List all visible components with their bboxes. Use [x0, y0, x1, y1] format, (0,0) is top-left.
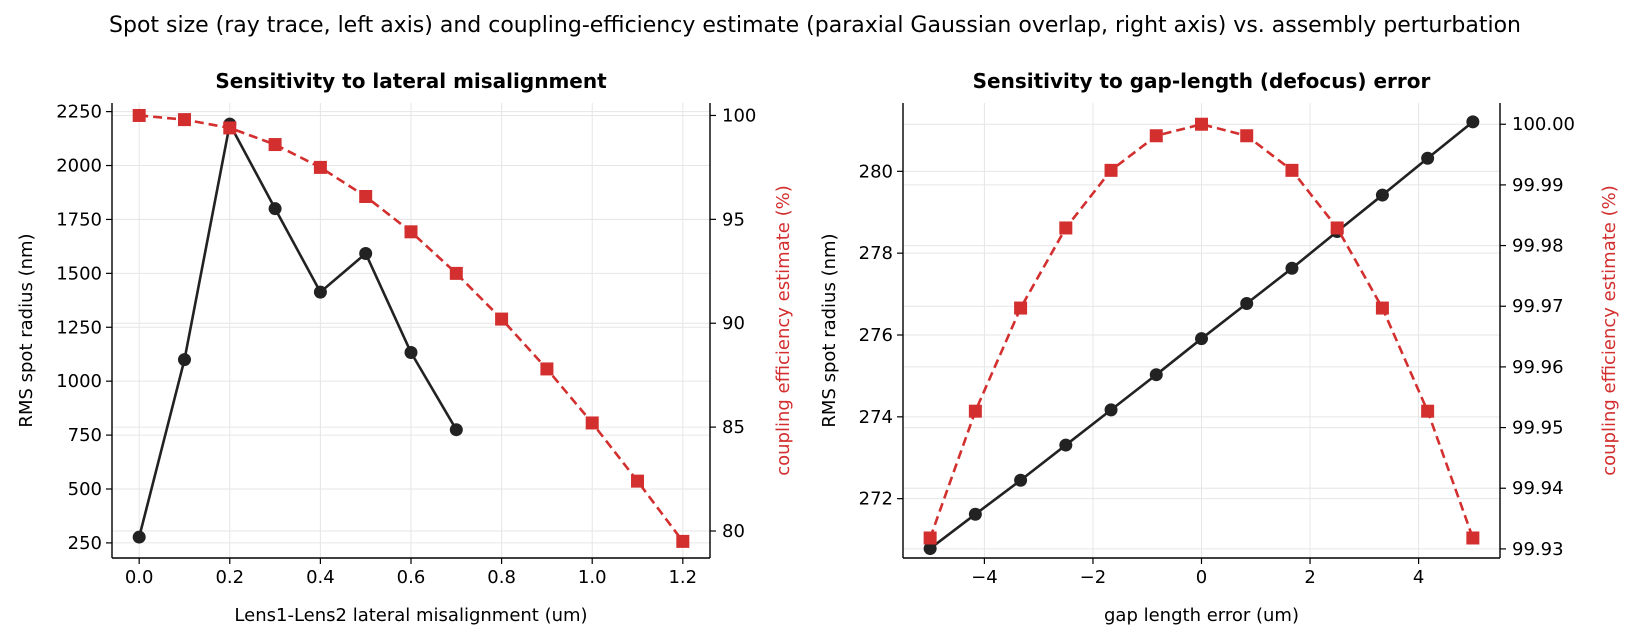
spot-data-point [1375, 188, 1389, 202]
spot-data-point [1104, 403, 1118, 417]
spot-data-point [1149, 368, 1163, 382]
y2-tick-label: 100 [722, 105, 756, 126]
spot-data-point [359, 247, 373, 261]
coupling-data-point [359, 189, 373, 203]
coupling-data-point [1104, 163, 1118, 177]
coupling-data-point [1466, 531, 1480, 545]
x-tick-label: 1.2 [668, 567, 697, 588]
coupling-data-point [1195, 117, 1208, 131]
x-tick-label: 0.2 [215, 567, 244, 588]
coupling-data-point [132, 108, 146, 122]
coupling-data-point [1014, 301, 1028, 315]
coupling-data-point [968, 404, 982, 418]
coupling-data-point [223, 121, 237, 135]
coupling-data-point [177, 113, 191, 127]
y-axis-label: RMS spot radius (nm) [819, 233, 840, 427]
x-tick-label: 0.4 [306, 567, 335, 588]
coupling-data-point [676, 534, 690, 548]
x-tick-label: 2 [1304, 567, 1315, 588]
spot-data-point [1240, 296, 1254, 310]
coupling-data-point [268, 138, 282, 152]
spot-data-point [923, 542, 937, 556]
y2-tick-label: 90 [722, 313, 745, 334]
y-tick-label: 750 [68, 425, 102, 446]
y2-tick-label: 99.94 [1512, 478, 1564, 499]
charts-container: 0.0 0.2 0.4 0.6 0.8 1.0 1.22505007501000125015… [16, 69, 1620, 626]
y-tick-label: 1500 [56, 263, 102, 284]
x-tick-label: 4 [1413, 567, 1424, 588]
x-tick-label: 0.8 [487, 567, 516, 588]
coupling-data-point [313, 160, 327, 174]
y2-tick-label: 99.97 [1512, 296, 1564, 317]
figure-suptitle: Spot size (ray trace, left axis) and cou… [109, 13, 1521, 38]
coupling-data-point [404, 225, 418, 239]
coupling-data-point [923, 531, 937, 545]
spot-data-point [1014, 473, 1028, 487]
spot-data-point [1285, 261, 1299, 275]
coupling-data-point [1149, 129, 1163, 143]
x-tick-label: −4 [971, 567, 998, 588]
y-axis-label: RMS spot radius (nm) [16, 233, 37, 427]
spot-data-point [1195, 332, 1208, 346]
y-tick-label: 500 [68, 479, 102, 500]
chart-panel-1: 0.0 0.2 0.4 0.6 0.8 1.0 1.2 250 500 750 1000 1250 15… [16, 69, 794, 626]
y-tick-label: 2000 [56, 156, 102, 177]
y-tick-label: 276 [859, 325, 893, 346]
y-tick-label: 250 [68, 533, 102, 554]
y-tick-label: 1000 [56, 371, 102, 392]
x-tick-label: 0.0 [125, 567, 154, 588]
x-tick-label: 1.0 [578, 567, 607, 588]
coupling-data-point [540, 362, 554, 376]
spot-data-point [968, 507, 982, 521]
y-tick-label: 1250 [56, 317, 102, 338]
y2-tick-label: 100.00 [1512, 114, 1575, 135]
coupling-data-point [1330, 221, 1344, 235]
coupling-data-point [1059, 221, 1073, 235]
spot-data-point [1466, 115, 1480, 129]
y-tick-label: 280 [859, 161, 893, 182]
y2-tick-label: 99.98 [1512, 236, 1564, 257]
spot-data-point [132, 530, 146, 544]
coupling-data-point [1240, 129, 1254, 143]
chart-title: Sensitivity to lateral misalignment [215, 69, 607, 93]
y-tick-label: 274 [859, 407, 893, 428]
y2-tick-label: 80 [722, 521, 745, 542]
spot-data-point [1421, 151, 1435, 165]
chart-title: Sensitivity to gap-length (defocus) erro… [973, 69, 1431, 93]
y-tick-label: 2250 [56, 102, 102, 123]
y2-tick-label: 99.95 [1512, 418, 1564, 439]
spot-data-point [1059, 438, 1073, 452]
y2-tick-label: 99.99 [1512, 175, 1564, 196]
spot-data-point [177, 353, 191, 367]
coupling-data-point [1375, 301, 1389, 315]
spot-data-point [449, 423, 463, 437]
y-tick-label: 1750 [56, 209, 102, 230]
y-tick-label: 278 [859, 243, 893, 264]
coupling-data-point [631, 474, 645, 488]
chart-panel-2: −4 −2 0 2 4 272 274 276 278 280 99.93 99.94 99.95 99.… [819, 69, 1620, 626]
spot-series-line [137, 120, 458, 538]
coupling-data-point [1285, 163, 1299, 177]
y-tick-label: 272 [859, 489, 893, 510]
y2-tick-label: 95 [722, 209, 745, 230]
coupling-data-point [495, 312, 509, 326]
y2-tick-label: 85 [722, 417, 745, 438]
x-axis-label: Lens1-Lens2 lateral misalignment (um) [234, 605, 587, 626]
spot-data-point [404, 345, 418, 359]
coupling-data-point [449, 266, 463, 280]
spot-data-point [268, 202, 282, 216]
x-axis-label: gap length error (um) [1104, 605, 1299, 626]
x-tick-label: 0.6 [397, 567, 426, 588]
y2-axis-label: coupling efficiency estimate (%) [1599, 185, 1620, 476]
y2-axis-label: coupling efficiency estimate (%) [773, 185, 794, 476]
coupling-data-point [1421, 404, 1435, 418]
x-tick-label: −2 [1080, 567, 1107, 588]
coupling-data-point [585, 416, 599, 430]
spot-data-point [313, 285, 327, 299]
y2-tick-label: 99.96 [1512, 357, 1564, 378]
x-tick-label: 0 [1196, 567, 1207, 588]
y2-tick-label: 99.93 [1512, 539, 1564, 560]
